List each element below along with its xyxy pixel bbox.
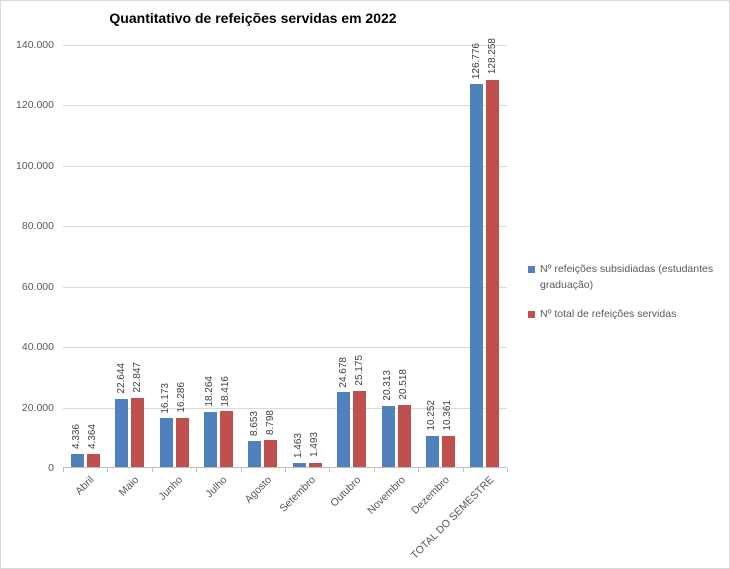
data-label: 22.644 — [115, 363, 127, 394]
data-label: 10.252 — [426, 400, 438, 431]
data-label: 10.361 — [442, 400, 454, 431]
legend-swatch-red — [528, 310, 535, 318]
data-label: 18.264 — [204, 376, 216, 407]
y-axis-tick-label: 40.000 — [21, 341, 54, 353]
y-axis-tick-label: 120.000 — [16, 99, 54, 111]
data-label: 22.847 — [131, 362, 143, 393]
data-label: 16.173 — [160, 382, 171, 414]
x-axis-tick — [152, 468, 153, 472]
x-axis-tick — [329, 468, 330, 472]
x-axis-tick — [63, 468, 64, 472]
category-label: Maio — [116, 474, 142, 499]
data-label: 8.653 — [248, 410, 260, 436]
data-label: 24.678 — [337, 356, 349, 388]
y-axis-tick-label: 0 — [48, 462, 54, 474]
x-axis-tick — [285, 468, 286, 472]
gridline — [63, 105, 507, 106]
bar-total — [175, 417, 189, 467]
gridline — [63, 287, 507, 288]
gridline — [63, 45, 507, 46]
bar-total — [486, 79, 500, 467]
gridline — [63, 226, 507, 227]
data-label: 128.258 — [486, 38, 498, 75]
bar-subsidized — [292, 462, 306, 467]
legend-label: Nº total de refeições servidas — [540, 307, 677, 320]
x-axis-tick — [107, 468, 108, 472]
category-label: Abril — [73, 474, 97, 498]
y-axis-tick-label: 140.000 — [16, 39, 54, 51]
category-label: Agosto — [242, 474, 275, 506]
legend-item: Nº refeições subsidiadas (estudantes gra… — [528, 262, 728, 294]
plot-area: 4.336 4.364 22.644 22.847 16.173 16.286 18.264… — [63, 38, 507, 468]
bar-total — [353, 390, 367, 467]
bar-total — [264, 440, 278, 467]
y-axis-tick-label: 20.000 — [21, 402, 54, 414]
data-label: 16.286 — [176, 382, 187, 413]
x-axis-tick — [463, 468, 464, 472]
y-axis-tick-label: 80.000 — [21, 220, 54, 232]
x-axis-tick — [241, 468, 242, 472]
bar-subsidized — [203, 411, 217, 467]
bar-total — [219, 411, 233, 467]
bar-subsidized — [115, 398, 129, 467]
gridline — [63, 347, 507, 348]
data-label: 1.493 — [309, 432, 321, 458]
legend-swatch-blue — [528, 266, 535, 273]
data-label: 20.313 — [382, 370, 393, 401]
chart-title: Quantitativo de refeições servidas em 20… — [109, 10, 397, 26]
y-axis-tick-label: 60.000 — [21, 281, 54, 293]
bar-subsidized — [425, 436, 439, 467]
category-label: Outubro — [328, 474, 364, 510]
data-label: 8.798 — [264, 410, 276, 436]
legend: Nº refeições subsidiadas (estudantes gra… — [528, 262, 728, 322]
bar-total — [441, 435, 455, 467]
x-axis-tick — [374, 468, 375, 472]
bar-total — [86, 453, 100, 467]
category-label: Novembro — [364, 474, 408, 517]
bar-subsidized — [70, 453, 84, 467]
bar-total — [397, 405, 411, 467]
data-label: 4.336 — [71, 423, 83, 449]
y-axis: 0 20.000 40.000 60.000 80.000 100.000 120.000 1… — [1, 40, 56, 474]
category-label: TOTAL DO SEMESTRE — [408, 474, 497, 562]
category-label: Junho — [156, 474, 186, 503]
data-label: 20.518 — [398, 369, 409, 400]
legend-item: Nº total de refeições servidas — [528, 307, 728, 323]
bar-subsidized — [470, 84, 484, 467]
data-label: 4.364 — [87, 423, 99, 449]
data-label: 18.416 — [220, 375, 232, 407]
category-label: Julho — [203, 474, 230, 501]
gridline — [63, 166, 507, 167]
bar-subsidized — [248, 440, 262, 467]
x-axis-tick — [507, 468, 508, 472]
y-axis-tick-label: 100.000 — [16, 160, 54, 172]
bar-subsidized — [381, 405, 395, 467]
bar-total — [131, 398, 145, 467]
category-label: Dezembro — [408, 474, 452, 517]
bar-total — [308, 462, 322, 467]
data-label: 25.175 — [353, 355, 365, 386]
x-axis-tick — [418, 468, 419, 472]
legend-label: Nº refeições subsidiadas (estudantes gra… — [540, 263, 714, 291]
x-axis-tick — [196, 468, 197, 472]
data-label: 1.463 — [293, 432, 305, 458]
bar-subsidized — [337, 392, 351, 467]
gridline — [63, 408, 507, 409]
bar-subsidized — [159, 418, 173, 467]
category-label: Setembro — [277, 474, 319, 515]
data-label: 126.776 — [470, 42, 482, 79]
